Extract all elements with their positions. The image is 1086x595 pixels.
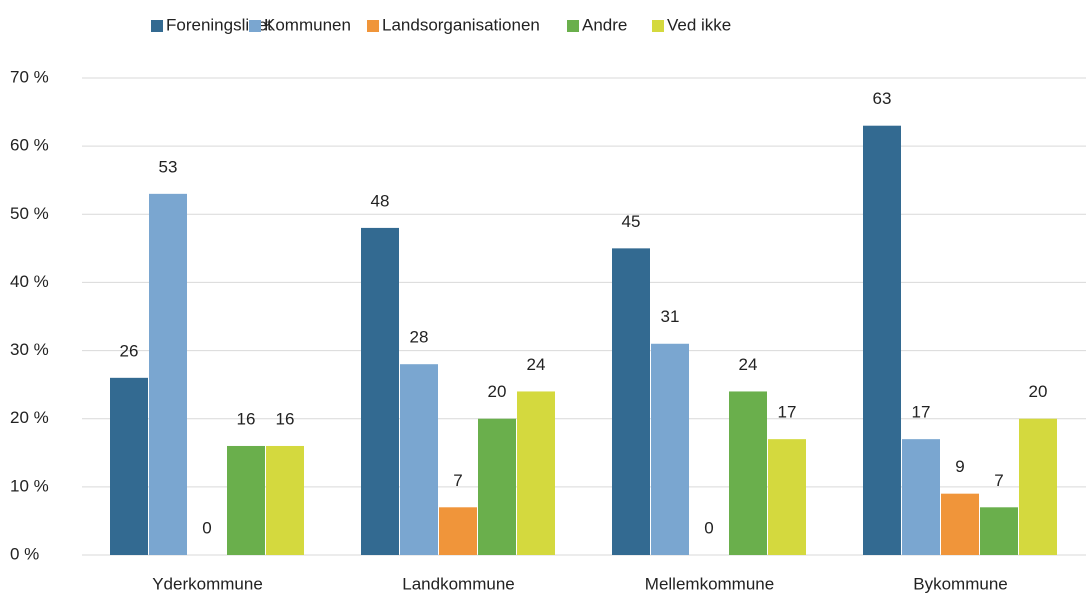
bar — [980, 507, 1018, 555]
y-tick-label: 0 % — [10, 544, 39, 563]
bar — [902, 439, 940, 555]
legend-swatch — [367, 20, 379, 32]
data-label: 16 — [276, 409, 295, 428]
legend-label: Landsorganisationen — [382, 15, 540, 34]
data-label: 17 — [778, 403, 797, 422]
bar — [941, 493, 979, 555]
x-tick-label: Landkommune — [402, 574, 514, 593]
bar — [439, 507, 477, 555]
data-label: 48 — [371, 191, 390, 210]
bar — [478, 418, 516, 555]
y-tick-label: 40 % — [10, 272, 49, 291]
bar — [729, 391, 767, 555]
data-label: 0 — [202, 518, 211, 537]
bar — [110, 377, 148, 555]
legend-swatch — [652, 20, 664, 32]
y-tick-label: 50 % — [10, 204, 49, 223]
data-label: 17 — [912, 403, 931, 422]
bar — [266, 445, 304, 555]
data-label: 26 — [120, 341, 139, 360]
x-tick-label: Bykommune — [913, 574, 1007, 593]
y-tick-label: 30 % — [10, 340, 49, 359]
data-label: 45 — [622, 212, 641, 231]
data-label: 7 — [453, 471, 462, 490]
bar — [651, 343, 689, 555]
y-tick-label: 20 % — [10, 408, 49, 427]
legend-label: Ved ikke — [667, 15, 731, 34]
bar — [612, 248, 650, 555]
data-label: 53 — [159, 157, 178, 176]
data-label: 16 — [237, 409, 256, 428]
data-label: 28 — [410, 328, 429, 347]
data-label: 7 — [994, 471, 1003, 490]
legend-label: Andre — [582, 15, 627, 34]
x-tick-label: Yderkommune — [152, 574, 263, 593]
data-label: 20 — [1029, 382, 1048, 401]
bar — [400, 364, 438, 555]
legend-swatch — [249, 20, 261, 32]
bar — [863, 125, 901, 555]
bar — [227, 445, 265, 555]
bar — [149, 193, 187, 556]
data-label: 24 — [527, 355, 546, 374]
y-tick-label: 70 % — [10, 67, 49, 86]
y-tick-label: 60 % — [10, 136, 49, 155]
bar — [768, 439, 806, 555]
data-label: 0 — [704, 518, 713, 537]
y-tick-label: 10 % — [10, 476, 49, 495]
bar — [1019, 418, 1057, 555]
bar — [517, 391, 555, 555]
bar — [361, 227, 399, 555]
data-label: 9 — [955, 457, 964, 476]
data-label: 31 — [661, 307, 680, 326]
legend-swatch — [567, 20, 579, 32]
data-label: 63 — [873, 89, 892, 108]
x-tick-label: Mellemkommune — [645, 574, 774, 593]
legend-swatch — [151, 20, 163, 32]
data-label: 24 — [739, 355, 758, 374]
legend-label: Kommunen — [264, 15, 351, 34]
data-label: 20 — [488, 382, 507, 401]
legend-label: Foreningslivet — [166, 15, 272, 34]
